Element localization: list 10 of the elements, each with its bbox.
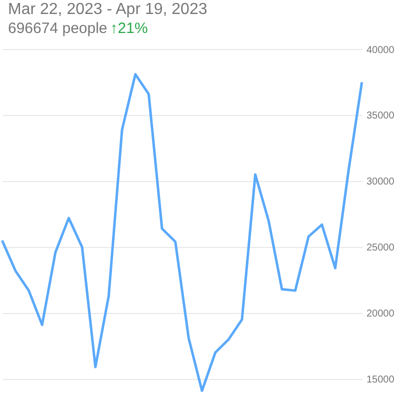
chart-title: Mar 22, 2023 - Apr 19, 2023 [8, 0, 208, 19]
y-tick-label: 35000 [366, 110, 395, 122]
y-tick-label: 20000 [366, 308, 395, 320]
text: ↑21% [110, 20, 148, 37]
y-tick-label: 25000 [366, 242, 395, 254]
y-tick-label: 30000 [366, 176, 395, 188]
y-tick-label: 15000 [366, 374, 395, 386]
line-series [0, 73, 364, 392]
chart-subtitle: 696674 people [8, 20, 108, 37]
y-tick-label: 40000 [366, 44, 395, 56]
